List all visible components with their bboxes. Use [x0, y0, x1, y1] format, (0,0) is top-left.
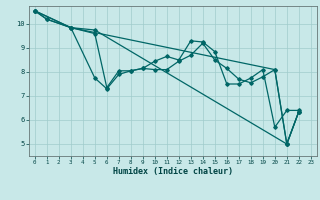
X-axis label: Humidex (Indice chaleur): Humidex (Indice chaleur) [113, 167, 233, 176]
